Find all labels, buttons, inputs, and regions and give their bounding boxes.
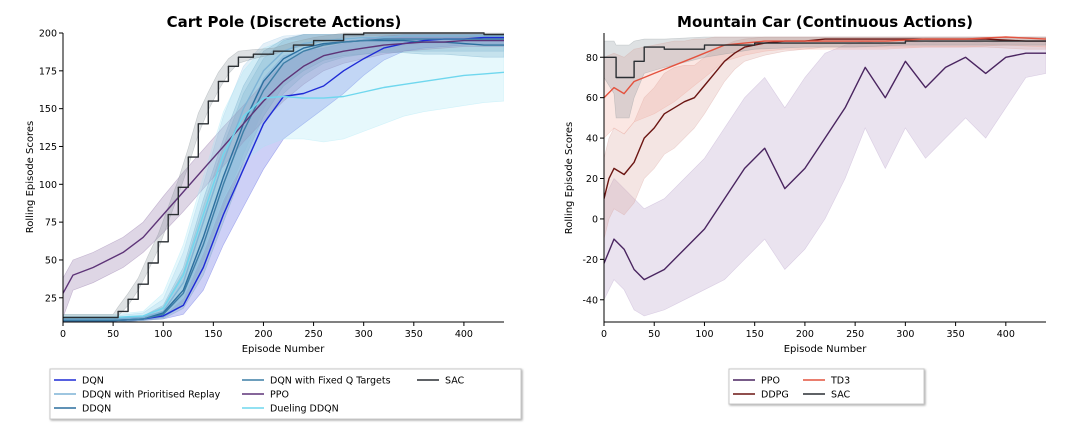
legend-item-dueling-ddqn[interactable]: Dueling DDQN	[242, 404, 339, 415]
line-ppo	[604, 52, 1046, 281]
x-tick-label: 100	[695, 329, 713, 340]
line-dqn-with-fixed-q-targets	[63, 38, 504, 322]
x-tick-label: 200	[796, 329, 814, 340]
band-td3	[604, 36, 1046, 139]
legend-label: DDPG	[761, 390, 789, 401]
y-tick-label: 50	[45, 255, 57, 266]
y-tick-label: -20	[582, 255, 598, 266]
y-tick-label: 40	[586, 134, 598, 145]
x-tick-label: 50	[107, 329, 119, 340]
line-ddqn-with-prioritised-replay	[63, 35, 504, 320]
y-tick-label: 125	[39, 142, 57, 153]
legend-label: DDQN with Prioritised Replay	[82, 390, 221, 401]
axes: 0 50 100 150 200 250 300 350 400 25 50 75 100 125 150 1…	[39, 29, 504, 340]
confidence-bands	[63, 32, 504, 322]
x-axis-label: Episode Number	[242, 344, 326, 355]
legend-label: PPO	[270, 390, 289, 401]
line-td3	[604, 36, 1046, 99]
y-tick-label: 0	[592, 214, 598, 225]
legend-item-ppo[interactable]: PPO	[733, 376, 780, 387]
x-tick-label: 100	[154, 329, 172, 340]
x-tick-label: 300	[896, 329, 914, 340]
x-tick-label: 250	[846, 329, 864, 340]
line-dueling-ddqn	[63, 71, 504, 319]
y-tick-label: 75	[45, 218, 57, 229]
band-ppo	[63, 35, 504, 318]
mountain-car-chart: Mountain Car (Continuous Actions) Rollin…	[564, 13, 1046, 405]
legend-item-sac[interactable]: SAC	[803, 390, 851, 401]
legend: PPO DDPG TD3 SAC	[728, 368, 925, 405]
band-sac	[63, 32, 504, 321]
y-tick-label: 175	[39, 66, 57, 77]
y-axis-label: Rolling Episode Scores	[564, 122, 575, 235]
legend-label: TD3	[830, 376, 850, 387]
x-tick-label: 400	[997, 329, 1015, 340]
x-axis-label: Episode Number	[784, 344, 868, 355]
line-sac	[63, 32, 504, 319]
x-tick-label: 200	[254, 329, 272, 340]
x-tick-label: 350	[405, 329, 423, 340]
legend: DQN DDQN with Prioritised Replay DDQN DQN w…	[49, 368, 522, 420]
legend-item-dqn[interactable]: DQN	[54, 376, 104, 387]
x-tick-label: 400	[455, 329, 473, 340]
axes: 0 50 100 150 200 250 300 350 400 -40 -20 0 20 40 60 80	[582, 33, 1046, 340]
legend-item-ddqn-with-prioritised-replay[interactable]: DDQN with Prioritised Replay	[54, 390, 221, 401]
legend-item-sac[interactable]: SAC	[417, 376, 465, 387]
y-tick-label: 25	[45, 293, 57, 304]
y-tick-label: 200	[39, 29, 57, 40]
y-tick-label: 20	[586, 174, 598, 185]
y-tick-label: 80	[586, 53, 598, 64]
legend-frame	[49, 368, 522, 420]
band-sac	[604, 36, 1046, 119]
x-tick-label: 150	[746, 329, 764, 340]
x-tick-label: 0	[601, 329, 607, 340]
y-tick-label: 60	[586, 93, 598, 104]
chart-title: Mountain Car (Continuous Actions)	[677, 13, 973, 31]
x-tick-label: 300	[355, 329, 373, 340]
legend-frame	[728, 368, 925, 405]
legend-label: DDQN	[82, 404, 111, 415]
legend-label: PPO	[761, 376, 780, 387]
chart-title: Cart Pole (Discrete Actions)	[167, 13, 402, 31]
legend-item-dqn-with-fixed-q-targets[interactable]: DQN with Fixed Q Targets	[242, 376, 391, 387]
band-dqn-with-fixed-q-targets	[63, 34, 504, 322]
legend-item-td3[interactable]: TD3	[803, 376, 850, 387]
series-lines	[604, 36, 1046, 281]
legend-label: DQN with Fixed Q Targets	[270, 376, 391, 387]
x-tick-label: 50	[648, 329, 660, 340]
series-lines	[63, 32, 504, 322]
legend-item-ppo[interactable]: PPO	[242, 390, 289, 401]
legend-label: DQN	[82, 376, 104, 387]
x-tick-label: 350	[947, 329, 965, 340]
x-tick-label: 0	[60, 329, 66, 340]
band-ddqn-with-prioritised-replay	[63, 34, 504, 321]
confidence-bands	[604, 36, 1046, 317]
y-tick-label: -40	[582, 295, 598, 306]
y-tick-label: 100	[39, 180, 57, 191]
x-tick-label: 150	[204, 329, 222, 340]
line-ddpg	[604, 38, 1046, 199]
band-ppo	[604, 40, 1046, 317]
line-sac	[604, 40, 1046, 79]
y-axis-label: Rolling Episode Scores	[25, 121, 36, 234]
legend-label: SAC	[831, 390, 851, 401]
legend-item-ddqn[interactable]: DDQN	[54, 404, 111, 415]
legend-label: SAC	[445, 376, 465, 387]
line-ppo	[63, 39, 504, 294]
x-tick-label: 250	[304, 329, 322, 340]
legend-label: Dueling DDQN	[270, 404, 339, 415]
legend-item-ddpg[interactable]: DDPG	[733, 390, 789, 401]
y-tick-label: 150	[39, 104, 57, 115]
cart-pole-chart: Cart Pole (Discrete Actions) Rolling Epi…	[25, 13, 522, 420]
band-ddpg	[604, 36, 1046, 240]
band-dueling-ddqn	[63, 38, 504, 321]
